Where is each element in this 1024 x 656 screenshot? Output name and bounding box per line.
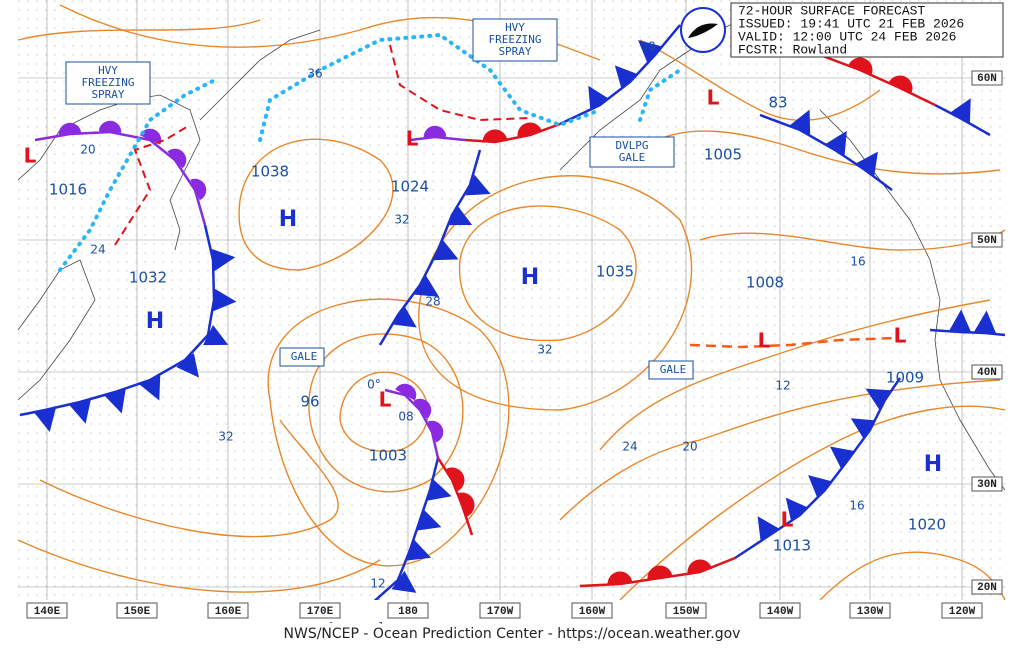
- warning-text: GALE: [660, 363, 687, 376]
- lon-label-box: [299, 602, 341, 619]
- fronts: [19, 24, 1006, 624]
- pressure-label: 1024: [391, 178, 429, 196]
- pressure-label: 1005: [704, 146, 742, 164]
- low-center: L: [406, 127, 419, 151]
- lon-label: 180: [398, 606, 418, 618]
- lon-label: 140E: [34, 606, 61, 618]
- header-box: [680, 2, 1004, 58]
- pressure-label: 96: [300, 393, 319, 411]
- lat-label-box: [971, 476, 1003, 492]
- lon-label: 120W: [949, 606, 976, 618]
- header-line: ISSUED: 19:41 UTC 21 FEB 2026: [738, 16, 964, 31]
- contour-label: 20: [682, 440, 697, 454]
- high-center: H: [924, 452, 942, 477]
- lon-label: 160E: [215, 606, 242, 618]
- header-line: 72-HOUR SURFACE FORECAST: [738, 3, 925, 18]
- contour-label: 16: [850, 255, 865, 269]
- low-center: L: [894, 324, 907, 348]
- lon-label-box: [941, 602, 983, 619]
- lon-label: 170W: [487, 606, 514, 618]
- lon-label: 150E: [124, 606, 151, 618]
- lat-label: 50N: [977, 235, 997, 247]
- lon-label-box: [849, 602, 891, 619]
- warning-text: DVLPG: [615, 139, 648, 152]
- contour-label: 12: [370, 577, 385, 591]
- lat-label: 20N: [977, 582, 997, 594]
- pressure-label: 1032: [129, 269, 167, 287]
- warning-text: HVY: [505, 21, 525, 34]
- low-center: L: [781, 508, 794, 532]
- contour-label: 08: [640, 40, 655, 54]
- lat-label-box: [971, 70, 1003, 86]
- lat-label-box: [971, 232, 1003, 248]
- contour-label: 32: [394, 213, 409, 227]
- pressure-label: 1013: [773, 537, 811, 555]
- lon-label: 160W: [579, 606, 606, 618]
- high-center: H: [521, 265, 539, 290]
- pressure-label: 1009: [886, 369, 924, 387]
- warning-text: FREEZING: [489, 33, 542, 46]
- lat-label-box: [971, 579, 1003, 595]
- pressure-label: 1035: [596, 263, 634, 281]
- warning-text: HVY: [98, 64, 118, 77]
- lon-label-box: [571, 602, 613, 619]
- contour-label: 32: [218, 430, 233, 444]
- lon-label-box: [387, 602, 429, 619]
- contour-label: 0°: [367, 378, 381, 392]
- lon-label-box: [207, 602, 249, 619]
- contour-label: 08: [398, 410, 413, 424]
- warning-text: SPRAY: [91, 88, 124, 101]
- low-center: L: [379, 388, 392, 412]
- contour-label: 20: [80, 143, 95, 157]
- contour-label: 16: [849, 499, 864, 513]
- pressure-label: 1020: [908, 516, 946, 534]
- lon-label: 150W: [673, 606, 700, 618]
- lon-label: 130W: [857, 606, 884, 618]
- warning-box: [589, 136, 675, 168]
- pressure-label: 1038: [251, 163, 289, 181]
- warning-text: SPRAY: [498, 45, 531, 58]
- lon-label-box: [116, 602, 158, 619]
- high-center: H: [279, 207, 297, 232]
- warning-box: [648, 360, 694, 380]
- pressure-label: 1008: [746, 274, 784, 292]
- contour-label: 12: [775, 379, 790, 393]
- low-center: L: [707, 86, 720, 110]
- warning-text: FREEZING: [82, 76, 135, 89]
- warning-text: GALE: [619, 151, 646, 164]
- pressure-label: 1016: [49, 181, 87, 199]
- warning-box: [65, 61, 151, 105]
- lon-label-box: [26, 602, 68, 619]
- footer: NWS/NCEP - Ocean Prediction Center - htt…: [284, 626, 741, 642]
- lon-label: 170E: [307, 606, 334, 618]
- lon-label-box: [665, 602, 707, 619]
- pressure-label: 1003: [369, 447, 407, 465]
- warning-text: GALE: [291, 350, 318, 363]
- warning-box: [279, 347, 325, 367]
- lon-label-box: [759, 602, 801, 619]
- contour-label: 28: [425, 295, 440, 309]
- contour-label: 32: [537, 343, 552, 357]
- pressure-label: 83: [768, 94, 787, 112]
- low-center: L: [24, 144, 37, 168]
- header-line: VALID: 12:00 UTC 24 FEB 2026: [738, 29, 956, 44]
- lat-label: 40N: [977, 367, 997, 379]
- lat-label-box: [971, 364, 1003, 380]
- lon-label: 140W: [767, 606, 794, 618]
- lon-label-box: [479, 602, 521, 619]
- contour-label: 24: [622, 440, 637, 454]
- lat-label: 30N: [977, 479, 997, 491]
- lat-label: 60N: [977, 73, 997, 85]
- contour-label: 36: [307, 67, 322, 81]
- warning-box: [472, 18, 558, 62]
- contour-label: 24: [90, 243, 105, 257]
- header-line: FCSTR: Rowland: [738, 42, 847, 57]
- low-center: L: [758, 329, 771, 353]
- high-center: H: [146, 309, 164, 334]
